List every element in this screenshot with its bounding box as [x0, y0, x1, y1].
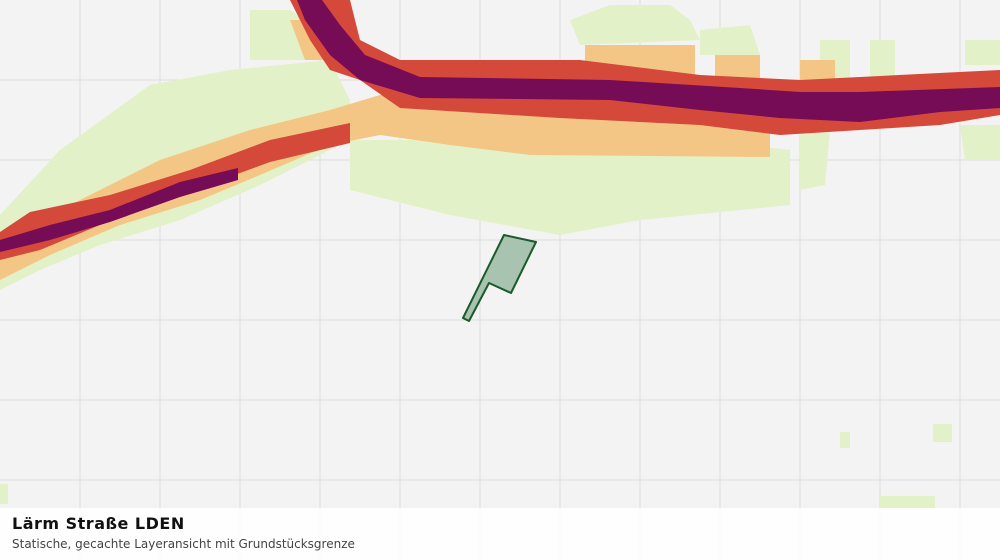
parcel-boundary [462, 234, 537, 322]
noise-zone-low [0, 5, 1000, 508]
noise-zone-very-high [0, 0, 1000, 252]
map-subtitle: Statische, gecachte Layeransicht mit Gru… [12, 537, 355, 551]
map-title: Lärm Straße LDEN [12, 514, 185, 533]
caption-panel: Lärm Straße LDEN Statische, gecachte Lay… [0, 508, 1000, 560]
